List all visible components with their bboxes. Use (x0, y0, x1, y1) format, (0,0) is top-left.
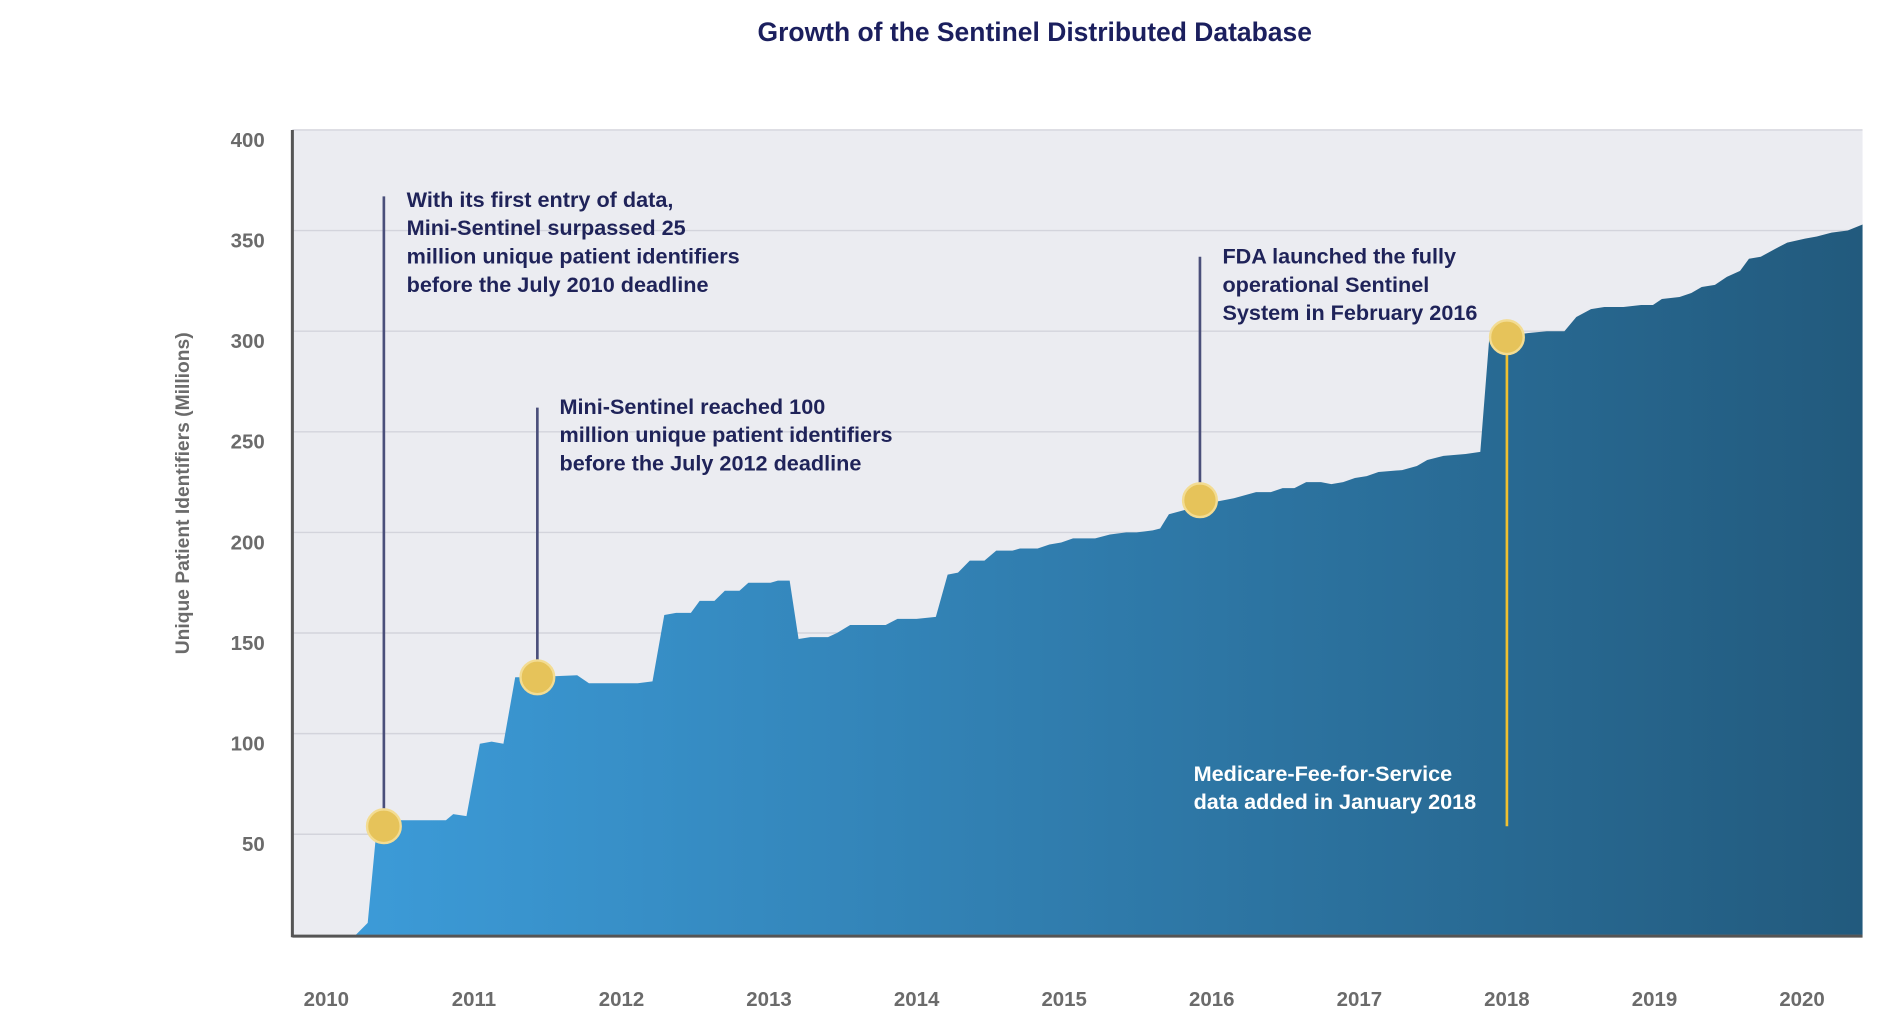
annotation-text: data added in January 2018 (1194, 789, 1477, 814)
annotation-text: Mini-Sentinel reached 100 (559, 394, 825, 419)
y-axis-label: Unique Patient Identifiers (Millions) (173, 332, 194, 654)
x-tick-label: 2016 (1189, 988, 1234, 1011)
annotation-marker (365, 808, 402, 845)
y-tick-label: 50 (242, 833, 265, 856)
x-tick-label: 2011 (452, 988, 496, 1011)
y-tick-label: 400 (231, 129, 265, 152)
x-tick-label: 2012 (599, 988, 644, 1011)
annotation: Medicare-Fee-for-Service data added in Ja… (1194, 319, 1525, 827)
y-tick-label: 100 (231, 732, 265, 755)
annotation-text: million unique patient identifiers (559, 422, 892, 447)
annotation: FDA launched the fully operational Sentin… (1181, 244, 1477, 519)
x-tick-label: 2013 (746, 988, 791, 1011)
annotation-text: With its first entry of data, (407, 187, 674, 212)
annotation-text: operational Sentinel (1222, 272, 1429, 297)
annotation-text: before the July 2010 deadline (407, 272, 709, 297)
x-tick-label: 2015 (1041, 988, 1086, 1011)
y-tick-label: 350 (231, 229, 265, 252)
annotation-marker (1181, 482, 1218, 519)
x-tick-label: 2019 (1632, 988, 1677, 1011)
y-tick-label: 200 (231, 531, 265, 554)
chart-title: Growth of the Sentinel Distributed Datab… (758, 17, 1312, 47)
x-tick-label: 2014 (894, 988, 940, 1011)
annotation-text: System in February 2016 (1222, 300, 1477, 325)
y-tick-label: 300 (231, 330, 265, 353)
annotation-text: million unique patient identifiers (407, 244, 740, 269)
annotation-marker (1488, 319, 1525, 356)
annotation-text: FDA launched the fully (1222, 244, 1456, 269)
y-tick-label: 250 (231, 431, 265, 454)
annotation: Mini-Sentinel reached 100 million unique … (519, 394, 893, 696)
annotation-text: Medicare-Fee-for-Service (1194, 761, 1453, 786)
x-tick-label: 2017 (1337, 988, 1382, 1011)
annotation-text: Mini-Sentinel surpassed 25 (407, 215, 686, 240)
annotation-text: before the July 2012 deadline (559, 450, 861, 475)
y-tick-label: 150 (231, 632, 265, 655)
annotation-marker (519, 659, 556, 696)
area-series (355, 224, 1863, 935)
annotation: With its first entry of data, Mini-Sentin… (365, 187, 740, 845)
x-tick-label: 2018 (1484, 988, 1529, 1011)
x-tick-label: 2020 (1779, 988, 1824, 1011)
x-tick-label: 2010 (304, 988, 349, 1011)
